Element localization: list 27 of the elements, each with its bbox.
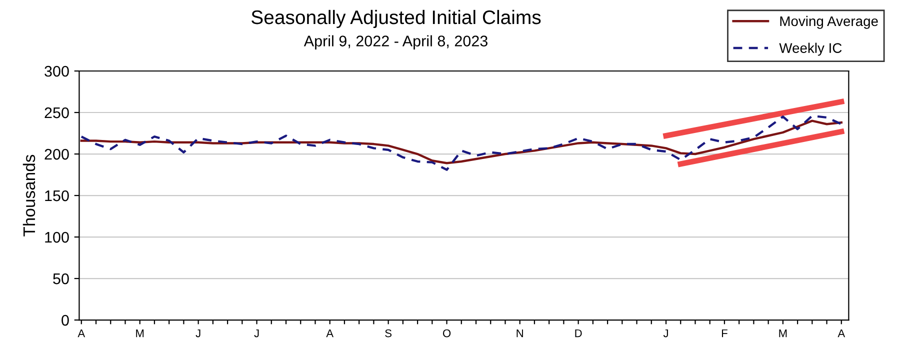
- x-tick-label: D: [575, 329, 582, 338]
- x-tick-label: A: [326, 329, 334, 338]
- y-tick-label: 300: [44, 66, 69, 77]
- legend-label: Moving Average: [780, 16, 878, 29]
- x-tick-label: F: [722, 329, 728, 338]
- y-tick-label: 100: [45, 232, 69, 243]
- x-tick-label: J: [254, 329, 259, 338]
- x-tick-label: O: [442, 329, 451, 338]
- x-tick-label: M: [136, 329, 144, 338]
- x-tick-label: N: [516, 329, 523, 338]
- x-tick-label: J: [196, 329, 200, 338]
- y-axis-title: Thousands: [22, 154, 36, 236]
- legend-label: Weekly IC: [779, 42, 842, 56]
- line-series: [80, 114, 842, 171]
- y-tick-label: 50: [53, 273, 69, 284]
- y-tick-label: 0: [62, 314, 69, 326]
- y-tick-label: 150: [45, 190, 69, 202]
- x-tick-label: J: [663, 329, 668, 338]
- x-tick-label: A: [838, 329, 846, 338]
- chart-title: Seasonally Adjusted Initial Claims: [252, 10, 541, 28]
- line-series: [80, 120, 842, 164]
- x-tick-label: S: [385, 329, 392, 338]
- y-tick-label: 200: [44, 148, 69, 160]
- chart-subtitle: April 9, 2022 - April 8, 2023: [304, 35, 488, 50]
- y-tick-label: 250: [44, 107, 69, 118]
- x-tick-label: M: [779, 329, 787, 338]
- x-tick-label: A: [78, 329, 86, 338]
